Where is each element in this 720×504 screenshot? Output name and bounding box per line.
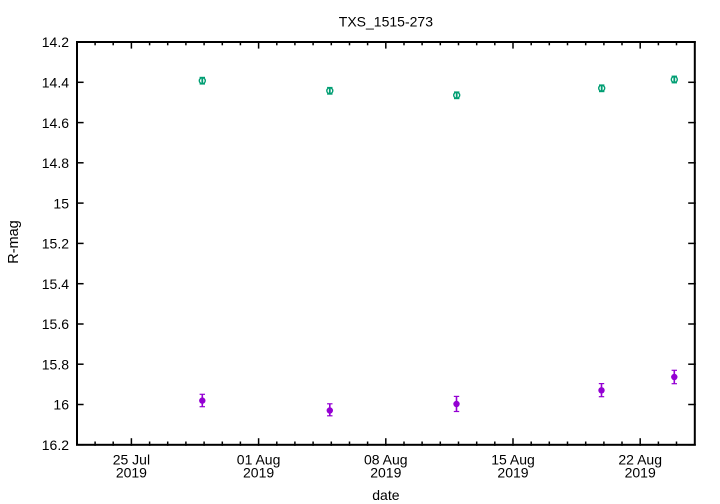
svg-text:2019: 2019	[370, 465, 401, 481]
svg-text:15: 15	[53, 195, 69, 211]
svg-text:15.2: 15.2	[42, 236, 69, 252]
svg-text:16: 16	[53, 397, 69, 413]
svg-text:14.4: 14.4	[42, 75, 69, 91]
svg-text:date: date	[372, 487, 399, 503]
svg-text:08 Aug: 08 Aug	[364, 452, 408, 468]
svg-text:15 Aug: 15 Aug	[491, 452, 535, 468]
svg-text:14.6: 14.6	[42, 115, 69, 131]
svg-text:15.8: 15.8	[42, 356, 69, 372]
svg-text:R-mag: R-mag	[6, 220, 22, 264]
svg-text:15.6: 15.6	[42, 316, 69, 332]
svg-text:2019: 2019	[116, 465, 147, 481]
svg-text:14.8: 14.8	[42, 155, 69, 171]
svg-text:2019: 2019	[497, 465, 528, 481]
svg-text:2019: 2019	[243, 465, 274, 481]
svg-text:15.4: 15.4	[42, 276, 69, 292]
svg-text:14.2: 14.2	[42, 34, 69, 50]
svg-text:01 Aug: 01 Aug	[237, 452, 281, 468]
svg-text:16.2: 16.2	[42, 437, 69, 453]
svg-text:25 Jul: 25 Jul	[113, 452, 150, 468]
svg-text:TXS_1515-273: TXS_1515-273	[339, 14, 433, 30]
svg-text:22 Aug: 22 Aug	[618, 452, 662, 468]
svg-text:2019: 2019	[625, 465, 656, 481]
